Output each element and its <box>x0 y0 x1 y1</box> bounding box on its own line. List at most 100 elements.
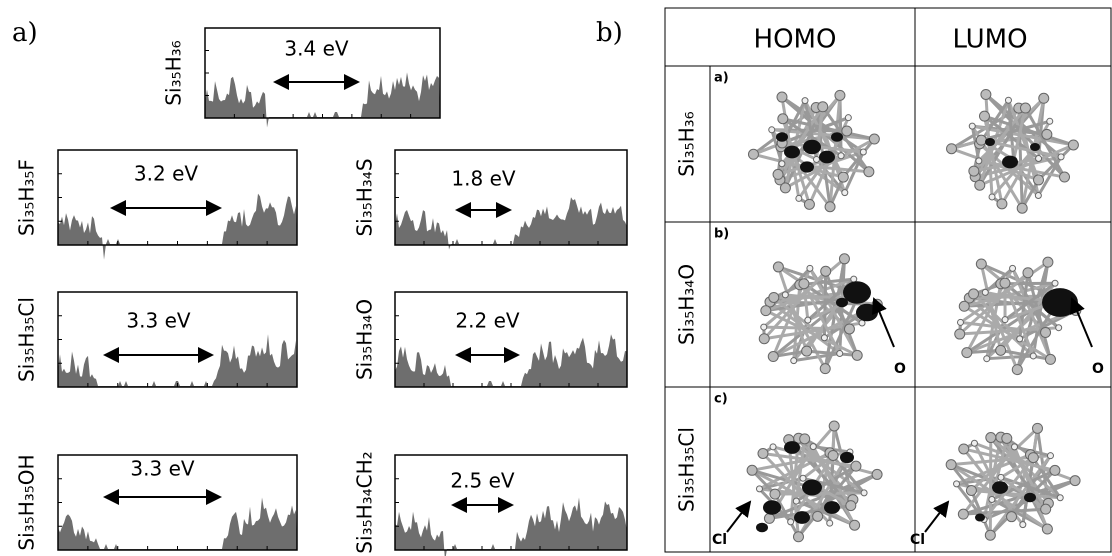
atom <box>982 289 988 295</box>
atom <box>1060 172 1070 182</box>
atom <box>761 324 767 330</box>
atom <box>1012 365 1022 375</box>
orbital-lobe <box>836 298 848 308</box>
gap-label: 3.4 eV <box>284 37 348 61</box>
orbital-lobe <box>975 514 985 522</box>
atom <box>959 301 969 311</box>
gap-label: 1.8 eV <box>451 167 515 191</box>
atom <box>861 490 867 496</box>
atom <box>851 461 861 471</box>
atom <box>759 334 769 344</box>
atom <box>799 279 809 289</box>
atom <box>769 292 779 302</box>
atom <box>1030 353 1036 359</box>
atom <box>969 123 975 129</box>
atom <box>820 364 830 374</box>
atom <box>793 532 803 542</box>
atom <box>838 172 848 182</box>
orbital-lobe <box>803 140 821 154</box>
molecule <box>947 89 1079 213</box>
column-header: LUMO <box>952 25 1027 55</box>
atom <box>800 475 806 481</box>
atom <box>756 486 762 492</box>
atom-annotation: O <box>1092 361 1104 377</box>
atom <box>969 289 979 299</box>
atom <box>1039 93 1049 103</box>
orbital-lobe <box>794 511 810 524</box>
orbital-lobe <box>856 304 878 322</box>
atom <box>802 98 808 104</box>
atom <box>959 444 969 454</box>
atom <box>1042 524 1052 534</box>
atom <box>1041 327 1051 337</box>
orbital-lobe <box>840 452 854 463</box>
atom <box>981 89 991 99</box>
atom <box>860 149 866 155</box>
atom <box>1036 155 1042 161</box>
orbital-lobe <box>831 132 843 142</box>
atom <box>1002 433 1012 443</box>
atom <box>813 156 819 162</box>
atom <box>976 135 986 145</box>
atom <box>864 167 874 177</box>
atom <box>802 346 812 356</box>
atom <box>1023 268 1033 278</box>
atom <box>842 126 852 136</box>
dos-spectrum <box>58 498 297 550</box>
atom <box>761 306 771 316</box>
atom <box>852 350 862 360</box>
orbital-lobe <box>1024 493 1036 503</box>
orbital-lobe <box>1030 143 1040 151</box>
atom <box>966 485 976 495</box>
atom <box>844 324 854 334</box>
atom <box>979 111 989 121</box>
atom <box>804 199 814 209</box>
atom <box>1047 118 1053 124</box>
formula-label: Si₃₅H₃₅F <box>15 159 39 236</box>
atom <box>1010 265 1016 271</box>
atom <box>1017 336 1023 342</box>
atom <box>779 161 785 167</box>
atom <box>1020 103 1030 113</box>
gap-label: 2.2 eV <box>455 309 519 333</box>
atom <box>748 149 758 159</box>
row-formula: Si₃₅H₃₅Cl <box>675 427 699 512</box>
atom <box>813 511 823 521</box>
atom <box>777 92 787 102</box>
molecule <box>759 254 882 374</box>
row-sublabel: c) <box>714 392 728 407</box>
atom <box>758 448 768 458</box>
atom <box>997 199 1007 209</box>
atom <box>975 180 985 190</box>
atom <box>773 262 783 272</box>
atom <box>957 319 963 325</box>
atom <box>985 530 995 540</box>
atom <box>839 254 849 264</box>
atom <box>800 434 810 444</box>
atom <box>842 190 848 196</box>
atom <box>1034 175 1044 185</box>
pointer-arrow <box>727 502 750 532</box>
atom <box>976 259 986 269</box>
atom <box>1068 140 1078 150</box>
bond <box>775 493 864 494</box>
orbital-lobe <box>800 161 814 172</box>
molecule <box>748 90 879 211</box>
atom <box>837 351 843 357</box>
dos-spectrum <box>58 194 297 260</box>
atom <box>764 513 774 523</box>
atom <box>1057 495 1063 501</box>
atom <box>796 195 802 201</box>
atom <box>986 433 996 443</box>
atom <box>1017 203 1027 213</box>
atom <box>825 202 835 212</box>
formula-label: Si₃₅H₃₄O <box>353 299 377 380</box>
atom <box>869 134 879 144</box>
formula-label: Si₃₅H₃₅OH <box>15 454 39 550</box>
atom <box>1032 423 1042 433</box>
dos-spectrum <box>205 72 440 127</box>
atom <box>984 356 990 362</box>
atom <box>835 90 845 100</box>
atom <box>989 194 995 200</box>
atom <box>1050 465 1060 475</box>
